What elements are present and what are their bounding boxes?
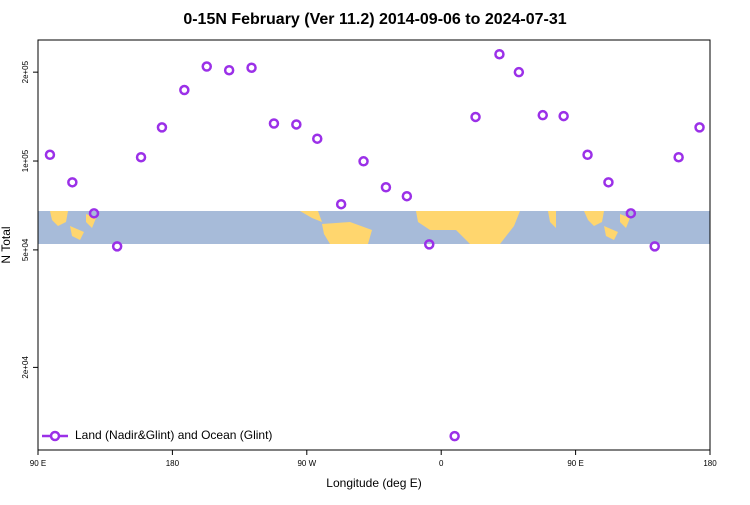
legend-marker: [49, 430, 61, 442]
y-axis-label: N Total: [0, 226, 13, 263]
x-tick-label: 0: [439, 459, 444, 468]
point: [649, 241, 660, 252]
point: [44, 149, 56, 161]
point: [179, 84, 190, 96]
legend-label: Land (Nadir&Glint) and Ocean (Glint): [75, 428, 272, 442]
point: [494, 48, 505, 60]
point: [625, 208, 637, 219]
point: [558, 110, 569, 122]
point: [246, 62, 257, 73]
point: [156, 122, 168, 133]
point: [88, 208, 100, 219]
plot-frame: [37, 39, 711, 451]
point: [582, 149, 593, 161]
point: [694, 122, 705, 133]
point: [111, 241, 123, 252]
point: [268, 118, 280, 129]
x-tick-label: 180: [703, 459, 717, 468]
point: [201, 61, 212, 72]
point: [513, 66, 525, 78]
point: [537, 109, 548, 121]
point: [470, 111, 481, 123]
chart-title: 0-15N February (Ver 11.2) 2014-09-06 to …: [183, 11, 566, 28]
point: [223, 64, 235, 76]
y-tick-label: 1e+05: [21, 149, 30, 172]
point: [335, 198, 347, 210]
point: [291, 119, 302, 130]
y-tick-label: 2e+04: [21, 356, 30, 379]
x-tick-label: 90 W: [297, 459, 316, 468]
y-tick-label: 5e+04: [21, 238, 30, 261]
point: [358, 156, 369, 167]
point: [401, 190, 413, 202]
point: [135, 151, 147, 163]
point: [312, 133, 323, 144]
y-tick-label: 2e+05: [21, 60, 30, 83]
point: [424, 239, 435, 250]
point: [603, 177, 614, 188]
x-tick-label: 90 E: [30, 459, 46, 468]
x-axis-label: Longitude (deg E): [326, 476, 421, 490]
point: [67, 177, 78, 188]
point: [449, 430, 460, 442]
x-tick-label: 180: [166, 459, 180, 468]
map-band: [38, 211, 710, 244]
point: [673, 151, 684, 163]
point: [380, 182, 392, 193]
x-tick-label: 90 E: [567, 459, 583, 468]
